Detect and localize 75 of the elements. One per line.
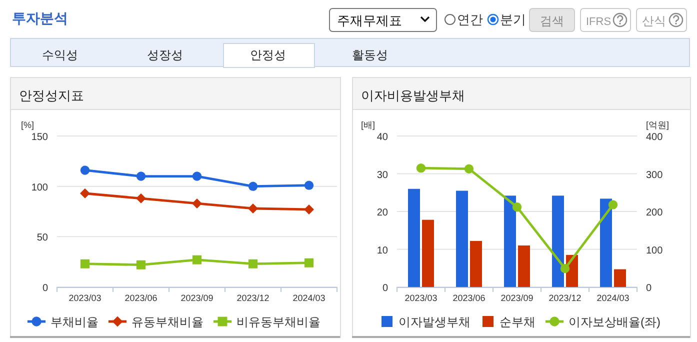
legend-label: 이자보상배율(좌) [568, 315, 660, 329]
text: 주재무제표 [337, 13, 402, 28]
point [248, 182, 258, 191]
point [512, 202, 522, 212]
x-tick-label: 2023/06 [452, 293, 486, 303]
x-tick-label: 2023/09 [180, 293, 214, 303]
x-tick-label: 2023/12 [548, 293, 582, 303]
point [192, 255, 202, 264]
bar [504, 196, 516, 287]
point [192, 172, 202, 181]
point [608, 200, 618, 210]
y-tick-label: 0 [42, 283, 48, 294]
bar [408, 188, 420, 287]
point [304, 204, 314, 214]
y2-axis-title: [억원] [646, 120, 670, 130]
y-tick-label: 20 [376, 208, 388, 218]
text: 활동성 [352, 48, 388, 62]
y2-tick-label: 300 [646, 170, 664, 181]
bar [614, 269, 626, 287]
point [304, 258, 314, 268]
y2-tick-label: 200 [646, 208, 664, 218]
bar [456, 190, 468, 287]
legend-label: 유동부채비율 [132, 315, 204, 329]
bar [600, 198, 612, 287]
point [80, 259, 90, 268]
text: 안정성 [250, 48, 286, 62]
y-tick-label: 150 [31, 132, 48, 143]
x-tick-label: 2024/03 [292, 293, 326, 303]
legend-label: 비유동부채비율 [236, 315, 320, 329]
point [416, 163, 426, 173]
chart-title: 안정성지표 [19, 88, 84, 103]
point [304, 180, 314, 190]
point [136, 193, 146, 204]
point [80, 188, 90, 198]
text: IFRS [586, 16, 612, 28]
text: 산식 [642, 14, 666, 28]
legend-label: 이자발생부채 [398, 315, 470, 329]
y-axis-title: [배] [361, 120, 376, 130]
bar [422, 220, 434, 287]
y2-tick-label: 100 [646, 245, 664, 256]
x-tick-label: 2023/03 [68, 293, 102, 303]
x-tick-label: 2023/06 [124, 293, 158, 303]
x-tick-label: 2023/12 [236, 293, 270, 303]
legend-label: 순부채 [500, 315, 536, 329]
bar [470, 240, 482, 287]
bar [552, 196, 564, 287]
y-tick-label: 10 [376, 245, 388, 256]
point [248, 259, 258, 268]
text: 분기 [500, 12, 526, 27]
text: 투자분석 [12, 10, 68, 26]
point [248, 203, 258, 214]
chart-title: 이자비용발생부채 [361, 88, 465, 103]
point [80, 166, 90, 175]
legend-label: 부채비율 [50, 315, 98, 329]
text: 성장성 [147, 48, 183, 62]
y-axis-title: [%] [21, 120, 34, 130]
y-tick-label: 50 [36, 232, 48, 244]
text: 수익성 [42, 48, 78, 62]
text: 연간 [457, 12, 483, 27]
x-tick-label: 2024/03 [596, 293, 630, 303]
x-tick-label: 2023/09 [500, 293, 534, 303]
bar [518, 245, 530, 287]
y-tick-label: 40 [376, 132, 388, 143]
point [136, 260, 146, 270]
point [192, 198, 202, 208]
point [136, 172, 146, 181]
y-tick-label: 30 [376, 170, 388, 181]
text: 검색 [540, 14, 564, 28]
point [464, 164, 474, 174]
y-tick-label: 100 [31, 182, 48, 194]
point [560, 264, 570, 274]
y2-tick-label: 400 [646, 132, 664, 143]
y-tick-label: 0 [382, 283, 388, 294]
x-tick-label: 2023/03 [404, 293, 438, 303]
y2-tick-label: 0 [646, 283, 652, 294]
